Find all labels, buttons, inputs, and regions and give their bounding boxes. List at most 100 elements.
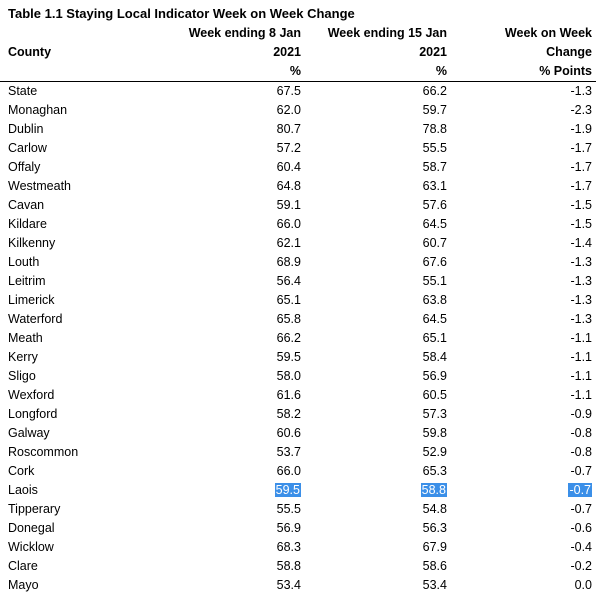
cell-change[interactable]: -0.2 — [451, 557, 596, 576]
cell-county[interactable]: Monaghan — [0, 101, 150, 120]
cell-change[interactable]: -1.7 — [451, 139, 596, 158]
cell-county[interactable]: Mayo — [0, 576, 150, 595]
cell-week-8-jan[interactable]: 58.8 — [150, 557, 305, 576]
cell-county[interactable]: State — [0, 82, 150, 102]
cell-week-15-jan[interactable]: 58.6 — [305, 557, 451, 576]
cell-week-8-jan[interactable]: 65.8 — [150, 310, 305, 329]
cell-county[interactable]: Waterford — [0, 310, 150, 329]
cell-week-15-jan[interactable]: 58.4 — [305, 348, 451, 367]
cell-week-8-jan[interactable]: 61.6 — [150, 386, 305, 405]
cell-week-8-jan[interactable]: 62.0 — [150, 101, 305, 120]
cell-change[interactable]: -0.6 — [451, 519, 596, 538]
cell-county[interactable]: Laois — [0, 481, 150, 500]
cell-change[interactable]: -1.1 — [451, 367, 596, 386]
cell-change[interactable]: -1.3 — [451, 253, 596, 272]
cell-week-8-jan[interactable]: 53.7 — [150, 443, 305, 462]
cell-change[interactable]: -0.7 — [451, 481, 596, 500]
cell-change[interactable]: -0.7 — [451, 500, 596, 519]
cell-week-15-jan[interactable]: 57.6 — [305, 196, 451, 215]
cell-week-8-jan[interactable]: 53.4 — [150, 576, 305, 595]
cell-county[interactable]: Longford — [0, 405, 150, 424]
cell-week-8-jan[interactable]: 59.5 — [150, 348, 305, 367]
cell-week-8-jan[interactable]: 60.4 — [150, 158, 305, 177]
cell-week-8-jan[interactable]: 62.1 — [150, 234, 305, 253]
cell-county[interactable]: Cavan — [0, 196, 150, 215]
cell-week-15-jan[interactable]: 59.7 — [305, 101, 451, 120]
cell-week-8-jan[interactable]: 68.9 — [150, 253, 305, 272]
cell-week-15-jan[interactable]: 67.6 — [305, 253, 451, 272]
cell-county[interactable]: Sligo — [0, 367, 150, 386]
cell-county[interactable]: Meath — [0, 329, 150, 348]
cell-week-8-jan[interactable]: 58.0 — [150, 367, 305, 386]
cell-week-15-jan[interactable]: 52.9 — [305, 443, 451, 462]
cell-change[interactable]: -1.1 — [451, 386, 596, 405]
cell-change[interactable]: -1.3 — [451, 272, 596, 291]
cell-change[interactable]: -1.7 — [451, 177, 596, 196]
cell-change[interactable]: -1.3 — [451, 291, 596, 310]
cell-week-8-jan[interactable]: 67.5 — [150, 82, 305, 102]
cell-week-15-jan[interactable]: 55.5 — [305, 139, 451, 158]
cell-county[interactable]: Offaly — [0, 158, 150, 177]
cell-week-15-jan[interactable]: 60.5 — [305, 386, 451, 405]
cell-week-15-jan[interactable]: 65.1 — [305, 329, 451, 348]
cell-county[interactable]: Kilkenny — [0, 234, 150, 253]
cell-change[interactable]: -1.3 — [451, 82, 596, 102]
cell-week-15-jan[interactable]: 55.1 — [305, 272, 451, 291]
cell-week-8-jan[interactable]: 60.6 — [150, 424, 305, 443]
column-header-change[interactable]: Week on Week Change % Points — [451, 24, 596, 82]
cell-week-15-jan[interactable]: 54.8 — [305, 500, 451, 519]
cell-county[interactable]: Wexford — [0, 386, 150, 405]
cell-week-15-jan[interactable]: 67.9 — [305, 538, 451, 557]
cell-week-15-jan[interactable]: 65.3 — [305, 462, 451, 481]
cell-change[interactable]: -1.4 — [451, 234, 596, 253]
cell-week-8-jan[interactable]: 66.2 — [150, 329, 305, 348]
cell-week-15-jan[interactable]: 53.4 — [305, 576, 451, 595]
cell-week-8-jan[interactable]: 80.7 — [150, 120, 305, 139]
cell-county[interactable]: Wicklow — [0, 538, 150, 557]
cell-change[interactable]: -1.5 — [451, 196, 596, 215]
cell-week-8-jan[interactable]: 57.2 — [150, 139, 305, 158]
column-header-week-15-jan[interactable]: Week ending 15 Jan 2021 % — [305, 24, 451, 82]
cell-county[interactable]: Galway — [0, 424, 150, 443]
cell-change[interactable]: -2.3 — [451, 101, 596, 120]
cell-change[interactable]: -0.4 — [451, 538, 596, 557]
cell-week-8-jan[interactable]: 56.9 — [150, 519, 305, 538]
cell-change[interactable]: -1.1 — [451, 329, 596, 348]
cell-week-15-jan[interactable]: 56.3 — [305, 519, 451, 538]
cell-week-15-jan[interactable]: 63.8 — [305, 291, 451, 310]
cell-county[interactable]: Dublin — [0, 120, 150, 139]
cell-change[interactable]: -1.3 — [451, 310, 596, 329]
cell-county[interactable]: Donegal — [0, 519, 150, 538]
cell-week-15-jan[interactable]: 57.3 — [305, 405, 451, 424]
cell-week-15-jan[interactable]: 58.8 — [305, 481, 451, 500]
cell-county[interactable]: Kildare — [0, 215, 150, 234]
cell-week-15-jan[interactable]: 64.5 — [305, 310, 451, 329]
cell-change[interactable]: -1.7 — [451, 158, 596, 177]
cell-week-15-jan[interactable]: 56.9 — [305, 367, 451, 386]
cell-change[interactable]: -0.8 — [451, 424, 596, 443]
cell-week-8-jan[interactable]: 66.0 — [150, 215, 305, 234]
cell-change[interactable]: -0.8 — [451, 443, 596, 462]
cell-week-8-jan[interactable]: 66.0 — [150, 462, 305, 481]
cell-county[interactable]: Tipperary — [0, 500, 150, 519]
